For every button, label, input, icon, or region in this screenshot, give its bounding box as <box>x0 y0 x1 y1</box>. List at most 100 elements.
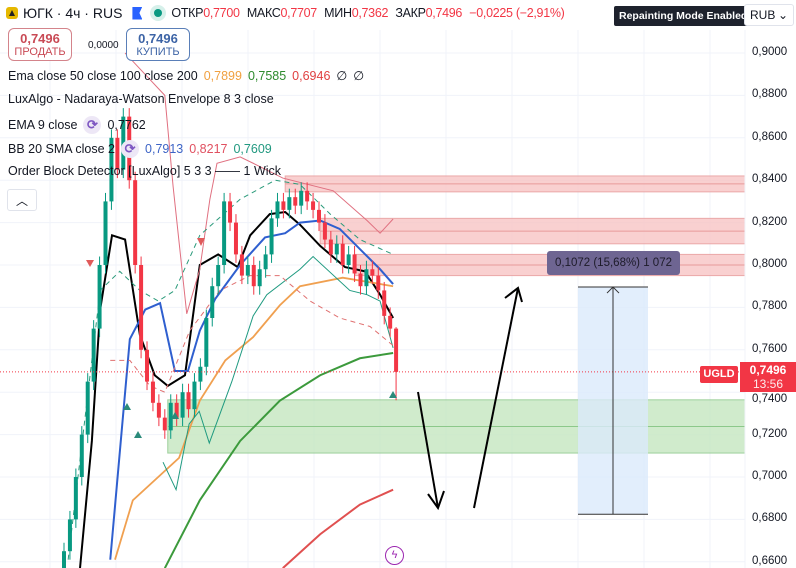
candle-body <box>62 551 66 568</box>
market-open-icon <box>150 5 167 21</box>
candle <box>346 245 351 274</box>
high-value: 0,7707 <box>280 6 318 20</box>
candle <box>299 182 304 215</box>
candle-body <box>115 137 120 170</box>
sell-signal-marker <box>86 260 94 267</box>
candle-body <box>322 222 327 240</box>
legend-row[interactable]: LuxAlgo - Nadaraya-Watson Envelope 8 3 c… <box>8 92 280 106</box>
legend-row[interactable]: Order Block Detector [LuxAlgo] 5 3 3 —— … <box>8 164 287 178</box>
sync-icon[interactable]: ⟳ <box>83 116 102 134</box>
legend-title: EMA 9 close <box>8 118 78 132</box>
collapse-legend-button[interactable]: ︿ <box>7 189 37 211</box>
price-axis-label: 0,8400 <box>752 173 788 186</box>
candle <box>79 426 84 486</box>
candle-body <box>216 265 221 287</box>
drawn-arrow-down[interactable] <box>417 391 445 511</box>
price-axis-label: 0,7000 <box>752 470 788 482</box>
sell-label: ПРОДАТЬ <box>14 46 66 58</box>
candle <box>73 468 78 528</box>
measure-arrow <box>578 286 648 515</box>
legend-value: 0,8217 <box>189 142 228 156</box>
candle-body <box>376 275 381 291</box>
candle-body <box>180 392 185 418</box>
price-axis-label: 0,7800 <box>752 300 788 313</box>
candle-body <box>67 519 72 552</box>
candle <box>311 192 316 219</box>
symbol-header: ЮГК · 4ч · RUS ОТКР0,7700 МАКС0,7707 МИН… <box>6 5 565 21</box>
series-nw_upper <box>67 179 394 560</box>
candle <box>328 231 333 263</box>
legend-value: 0,7913 <box>145 142 184 156</box>
buy-button[interactable]: 0,7496 КУПИТЬ <box>126 28 190 61</box>
candle-body <box>79 434 84 477</box>
candle <box>204 309 209 376</box>
candle <box>239 245 244 285</box>
legend-title: Order Block Detector [LuxAlgo] 5 3 3 —— … <box>8 164 282 178</box>
sync-icon[interactable]: ⟳ <box>121 140 140 158</box>
spread-value: 0,0000 <box>88 40 119 51</box>
candle <box>287 188 292 219</box>
candle-body <box>174 402 179 418</box>
candle-body <box>251 265 256 287</box>
candle <box>186 383 191 418</box>
candle <box>257 260 262 295</box>
buy-price: 0,7496 <box>138 31 178 46</box>
last-price-badge: 0,7496 13:56 <box>740 362 796 392</box>
candle-body <box>358 273 363 287</box>
candle <box>293 188 298 215</box>
ohlc-values: ОТКР0,7700 МАКС0,7707 МИН0,7362 ЗАКР0,74… <box>171 6 564 20</box>
candle <box>263 245 268 278</box>
candle-body <box>168 402 173 431</box>
candle-body <box>334 243 339 255</box>
legend-value: 0,7899 <box>203 68 242 83</box>
candle <box>382 281 387 325</box>
candle <box>233 214 238 263</box>
sell-button[interactable]: 0,7496 ПРОДАТЬ <box>8 28 72 61</box>
legend-row[interactable]: BB 20 SMA close 2 ⟳ 0,7913 0,8217 0,7609 <box>8 140 278 158</box>
candle <box>150 373 155 412</box>
price-axis-label: 0,6600 <box>752 554 788 567</box>
legend-title: Ema close 50 close 100 close 200 <box>8 68 198 83</box>
buy-signal-marker <box>134 431 142 438</box>
ticker-label: UGLD <box>700 366 738 383</box>
candle-body <box>269 218 274 255</box>
lightning-icon[interactable]: ϟ <box>385 546 404 565</box>
candle <box>85 373 90 444</box>
measure-arrowhead <box>606 286 620 294</box>
candle <box>103 192 108 274</box>
candle-body <box>103 201 108 265</box>
series-ema200 <box>282 488 394 568</box>
candle <box>228 192 233 232</box>
candle-body <box>352 254 357 274</box>
candle <box>352 245 357 282</box>
candle-body <box>91 328 96 382</box>
sell-price: 0,7496 <box>20 31 60 46</box>
flag-icon[interactable] <box>132 6 143 20</box>
candle-body <box>192 381 197 410</box>
legend-title: LuxAlgo - Nadaraya-Watson Envelope 8 3 c… <box>8 92 274 106</box>
candle <box>192 373 197 418</box>
legend-row[interactable]: EMA 9 close ⟳ 0,7762 <box>8 116 152 134</box>
candle <box>198 358 203 391</box>
signal-markers <box>86 238 397 438</box>
legend-row[interactable]: Ema close 50 close 100 close 200 0,7899 0,… <box>8 68 370 84</box>
candle <box>376 267 381 299</box>
candle-body <box>364 269 369 287</box>
symbol-title[interactable]: ЮГК · 4ч · RUS <box>23 5 123 21</box>
drawn-arrow-up[interactable] <box>473 286 523 509</box>
candle <box>216 256 221 295</box>
candle-body <box>257 269 262 287</box>
currency-select[interactable]: RUB ⌄ <box>744 4 794 26</box>
candle-body <box>281 201 286 210</box>
candle-body <box>328 239 333 255</box>
candle <box>145 341 150 391</box>
candle-body <box>145 349 150 382</box>
high-label: МАКС <box>246 6 281 20</box>
candle <box>162 409 167 439</box>
candle-body <box>222 201 227 265</box>
price-axis-label: 0,7400 <box>752 393 788 405</box>
candle-body <box>388 315 393 329</box>
legend-value: 0,7585 <box>247 68 287 83</box>
buy-signal-marker <box>123 403 131 410</box>
